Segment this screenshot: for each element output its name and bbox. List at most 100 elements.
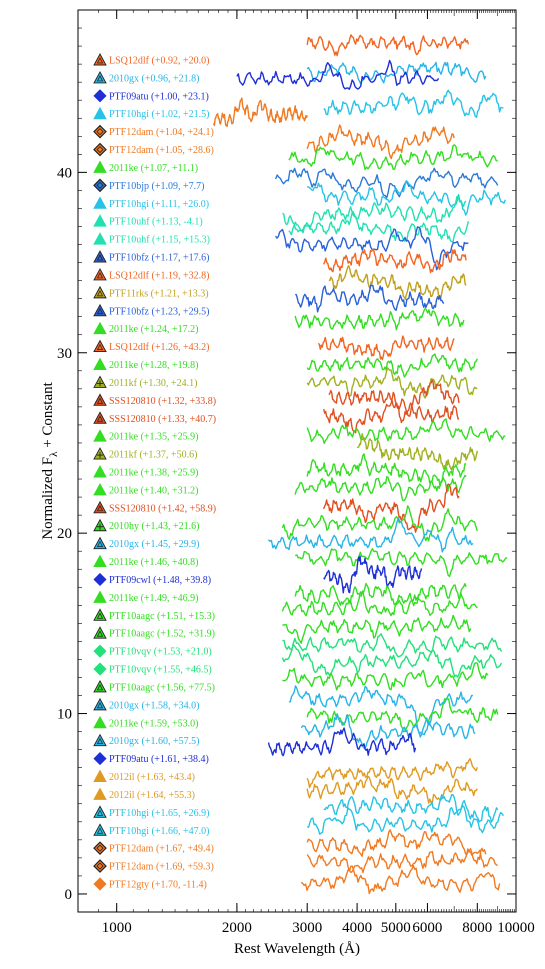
- legend-label: SSS120810 (+1.32, +33.8): [109, 396, 216, 407]
- legend-entry: PTF10bfz (+1.23, +29.5): [93, 303, 209, 317]
- legend-entry: 2011ke (+1.49, +46.9): [93, 590, 199, 604]
- spectrum-line: [306, 418, 506, 444]
- legend-marker-triangle: [93, 411, 107, 424]
- legend-marker-triangle: [93, 805, 107, 818]
- y-tick-label: 30: [57, 346, 72, 362]
- legend-entry: 2010hy (+1.43, +21.6): [93, 518, 199, 532]
- spectrum-line: [328, 379, 460, 424]
- x-tick-label: 4000: [342, 920, 372, 936]
- legend-entry: PTF10aagc (+1.52, +31.9): [93, 626, 215, 640]
- legend-marker-inner: [96, 254, 104, 261]
- legend-entry: PTF10aagc (+1.56, +77.5): [93, 680, 215, 693]
- legend-marker-triangle: [93, 554, 107, 568]
- spectrum-line: [236, 59, 440, 90]
- y-axis-title-main: Normalized F: [40, 457, 56, 540]
- legend-entry: SSS120810 (+1.32, +33.8): [93, 393, 216, 407]
- spectrum-line: [282, 633, 503, 658]
- legend-label: 2011ke (+1.40, +31.2): [109, 485, 199, 496]
- y-tick-label: 0: [65, 887, 73, 903]
- spectrum-line: [306, 34, 470, 57]
- legend-label: 2010gx (+1.58, +34.0): [109, 700, 199, 711]
- legend-entry: 2010gx (+1.60, +57.5): [93, 733, 199, 747]
- spectrum-line: [306, 124, 455, 160]
- legend-marker-inner: [96, 57, 104, 64]
- spectrum-line: [288, 210, 470, 243]
- legend-entry: 2012il (+1.63, +43.4): [93, 769, 195, 783]
- legend-marker-triangle: [93, 285, 107, 299]
- legend-label: PTF10hgi (+1.02, +21.5): [109, 109, 209, 120]
- legend-label: 2010gx (+1.60, +57.5): [109, 736, 199, 747]
- legend-marker-triangle: [93, 536, 107, 550]
- legend-label: PTF10uhf (+1.15, +15.3): [109, 235, 210, 246]
- legend-entry: 2010gx (+1.45, +29.9): [93, 536, 199, 550]
- legend-label: PTF09atu (+1.61, +38.4): [109, 754, 209, 765]
- legend-marker-triangle: [93, 500, 107, 514]
- spectrum-line: [275, 226, 469, 271]
- legend-entry: PTF12dam (+1.05, +28.6): [93, 142, 214, 157]
- legend-marker-triangle: [93, 608, 107, 621]
- spectrum-line: [306, 775, 478, 804]
- legend-entry: PTF10hgi (+1.65, +26.9): [93, 805, 209, 819]
- legend-label: PTF10hgi (+1.65, +26.9): [109, 808, 209, 819]
- legend-label: PTF10vqv (+1.53, +21.0): [109, 647, 212, 658]
- spectrum-line: [274, 167, 499, 199]
- legend-marker-triangle: [93, 733, 107, 747]
- legend-label: PTF10uhf (+1.13, -4.1): [109, 217, 203, 228]
- legend-entry: PTF10hgi (+1.66, +47.0): [93, 823, 209, 837]
- legend-marker-triangle: [93, 697, 107, 711]
- legend-entry: PTF10aagc (+1.51, +15.3): [93, 608, 215, 622]
- legend-entry: 2010gx (+0.96, +21.8): [93, 70, 199, 84]
- spectrum-line: [281, 591, 478, 617]
- legend-marker-inner: [96, 809, 104, 816]
- legend-entry: PTF10vqv (+1.55, +46.5): [93, 662, 212, 676]
- y-axis-title-subscript: λ: [48, 451, 60, 457]
- legend-marker-triangle: [93, 715, 107, 729]
- spectrum-line: [323, 89, 504, 118]
- x-tick-label: 5000: [381, 920, 411, 936]
- legend-marker-triangle: [93, 357, 107, 370]
- legend-marker-triangle: [93, 160, 107, 173]
- spectrum-line: [281, 643, 503, 678]
- legend-marker-inner: [96, 540, 104, 548]
- legend-label: SSS120810 (+1.42, +58.9): [109, 503, 216, 514]
- spectrum-line: [281, 505, 478, 542]
- legend-marker-inner: [96, 272, 104, 279]
- legend-marker-inner: [96, 397, 104, 404]
- legend-entry: PTF09atu (+1.61, +38.4): [93, 752, 209, 766]
- legend-marker-triangle: [93, 769, 107, 782]
- legend-marker-triangle: [93, 339, 107, 353]
- legend-marker-diamond: [93, 142, 107, 157]
- legend-entry: PTF12dam (+1.04, +24.1): [93, 124, 214, 139]
- legend-label: 2011ke (+1.38, +25.9): [109, 468, 199, 479]
- legend-entry: PTF12gty (+1.70, -11.4): [93, 877, 207, 891]
- legend-marker-triangle: [93, 303, 107, 317]
- legend-entry: PTF12dam (+1.69, +59.3): [93, 859, 214, 873]
- legend-label: SSS120810 (+1.33, +40.7): [109, 414, 216, 425]
- legend-label: 2010gx (+0.96, +21.8): [109, 73, 199, 84]
- legend-marker-triangle: [93, 70, 107, 84]
- legend-entry: 2012il (+1.64, +55.3): [93, 787, 195, 801]
- legend-marker-inner: [96, 737, 104, 745]
- spectrum-line: [306, 829, 487, 865]
- legend-marker-inner: [96, 612, 104, 619]
- legend-label: PTF10bjp (+1.09, +7.7): [109, 181, 204, 192]
- legend-marker-inner: [96, 128, 104, 136]
- legend-entry: 2011ke (+1.40, +31.2): [93, 482, 199, 496]
- spectrum-line: [306, 453, 467, 487]
- legend-label: 2012il (+1.64, +55.3): [109, 790, 195, 801]
- x-axis-title: Rest Wavelength (Å): [234, 941, 360, 957]
- spectrum-line: [300, 713, 476, 750]
- legend-marker-diamond: [93, 662, 107, 676]
- legend-marker-inner: [96, 308, 104, 315]
- spectrum-line: [307, 180, 506, 216]
- spectrum-line: [294, 307, 465, 331]
- x-tick-label: 8000: [462, 920, 492, 936]
- spectrum-line: [282, 195, 467, 233]
- spectrum-line: [300, 864, 501, 895]
- legend-entry: 2011kf (+1.37, +50.6): [93, 447, 197, 461]
- legend-marker-inner: [96, 415, 104, 422]
- legend-marker-diamond: [93, 124, 107, 139]
- legend-marker-triangle: [93, 232, 107, 245]
- legend-marker-inner: [96, 181, 104, 189]
- legend-label: PTF11rks (+1.21, +13.3): [109, 288, 209, 299]
